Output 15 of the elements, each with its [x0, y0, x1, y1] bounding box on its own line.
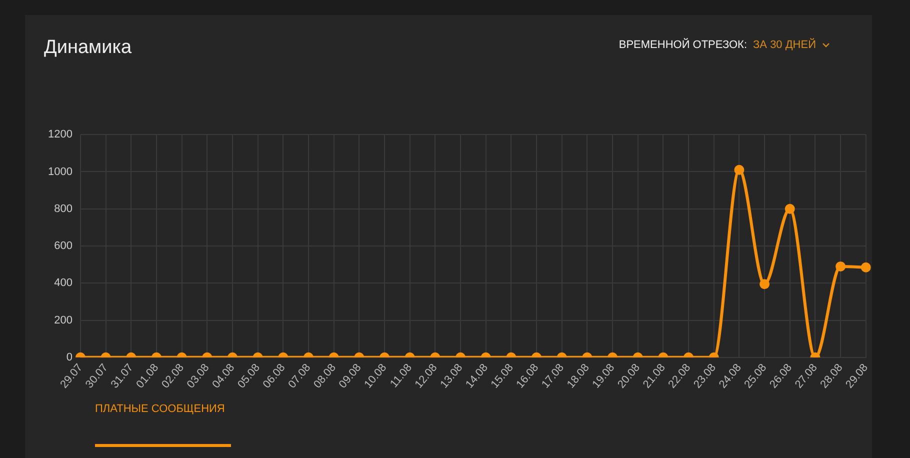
y-tick-label: 600 — [54, 240, 72, 252]
text: ПЛАТНЫЕ СООБЩЕНИЯ — [95, 403, 226, 415]
text: ВРЕМЕННОЙ ОТРЕЗОК: — [618, 39, 748, 51]
point — [860, 262, 871, 272]
y-tick-label: 1200 — [48, 128, 72, 141]
y-tick-label: 200 — [54, 314, 72, 326]
y-tick-label: 400 — [54, 277, 72, 290]
point — [734, 164, 744, 175]
text: ЗА 30 ДНЕЙ — [753, 39, 816, 51]
chart-title: Динамика — [44, 37, 132, 59]
y-tick-label: 1000 — [48, 166, 72, 178]
y-tick-label: 0 — [66, 351, 72, 364]
point — [784, 204, 795, 214]
y-tick-label: 800 — [54, 202, 72, 215]
point — [836, 261, 846, 272]
